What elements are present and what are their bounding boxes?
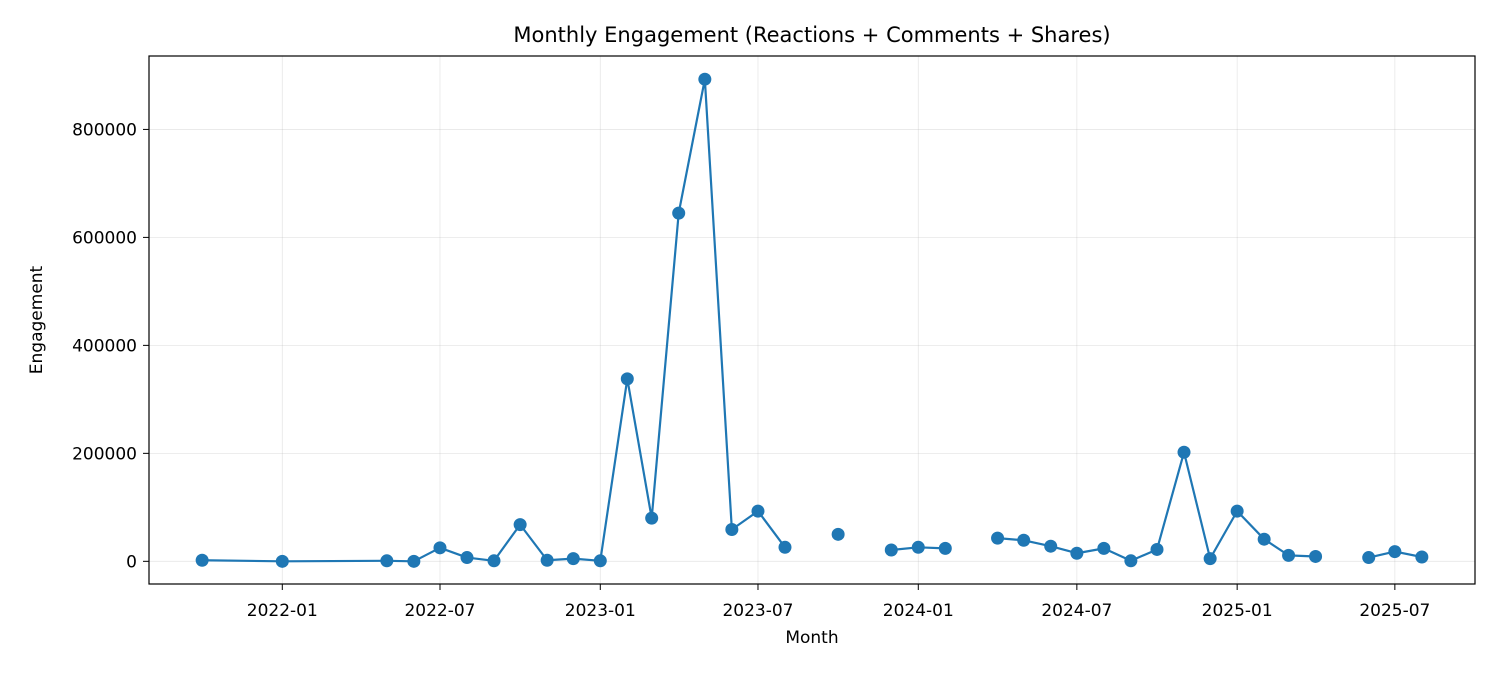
y-axis-label: Engagement bbox=[27, 265, 47, 374]
data-point bbox=[1150, 542, 1164, 556]
data-point bbox=[1230, 504, 1244, 518]
data-point bbox=[672, 206, 686, 220]
data-point bbox=[884, 543, 898, 557]
grid-lines bbox=[149, 56, 1475, 584]
x-tick-label: 2024-07 bbox=[1041, 601, 1112, 621]
data-point bbox=[831, 527, 845, 541]
y-tick-label: 800000 bbox=[72, 120, 137, 140]
data-point bbox=[195, 553, 209, 567]
data-point bbox=[1124, 554, 1138, 568]
data-point bbox=[407, 554, 421, 568]
data-point bbox=[1017, 533, 1031, 547]
data-point bbox=[1282, 548, 1296, 562]
data-point bbox=[513, 518, 527, 532]
data-point bbox=[1309, 549, 1323, 563]
data-point bbox=[1415, 550, 1429, 564]
x-tick-label: 2022-07 bbox=[404, 601, 475, 621]
data-point bbox=[275, 554, 289, 568]
data-point bbox=[380, 554, 394, 568]
chart-title: Monthly Engagement (Reactions + Comments… bbox=[513, 23, 1110, 47]
data-point bbox=[620, 372, 634, 386]
plot-frame bbox=[148, 55, 1476, 585]
data-point bbox=[1388, 545, 1402, 559]
x-tick-label: 2024-01 bbox=[883, 601, 954, 621]
data-point bbox=[540, 553, 554, 567]
x-tick-label: 2025-07 bbox=[1359, 601, 1430, 621]
y-tick-label: 200000 bbox=[72, 444, 137, 464]
x-tick-label: 2025-01 bbox=[1202, 601, 1273, 621]
x-tick-label: 2023-07 bbox=[722, 601, 793, 621]
x-tick-label: 2022-01 bbox=[247, 601, 318, 621]
data-point bbox=[938, 541, 952, 555]
y-tick-label: 400000 bbox=[72, 336, 137, 356]
data-point bbox=[593, 554, 607, 568]
data-point bbox=[778, 540, 792, 554]
data-point bbox=[1257, 532, 1271, 546]
data-point bbox=[911, 540, 925, 554]
data-point bbox=[1203, 552, 1217, 566]
x-tick-label: 2023-01 bbox=[565, 601, 636, 621]
axis-ticks: 2022-01 2022-07 2023-01 2023-07 2024-01 2024-… bbox=[72, 120, 1430, 621]
data-point bbox=[1044, 539, 1058, 553]
data-point bbox=[566, 552, 580, 566]
data-point bbox=[1362, 551, 1376, 565]
data-point bbox=[751, 504, 765, 518]
x-axis-label: Month bbox=[785, 628, 838, 648]
data-series bbox=[195, 72, 1429, 568]
data-point bbox=[487, 554, 501, 568]
y-tick-label: 0 bbox=[126, 552, 137, 572]
data-point bbox=[433, 541, 447, 555]
data-point bbox=[1177, 445, 1191, 459]
y-tick-label: 600000 bbox=[72, 228, 137, 248]
data-point bbox=[460, 551, 474, 565]
data-point bbox=[991, 531, 1005, 545]
data-point bbox=[725, 522, 739, 536]
data-point bbox=[1097, 541, 1111, 555]
data-point bbox=[645, 511, 659, 525]
data-point bbox=[698, 72, 712, 86]
data-point bbox=[1070, 546, 1084, 560]
